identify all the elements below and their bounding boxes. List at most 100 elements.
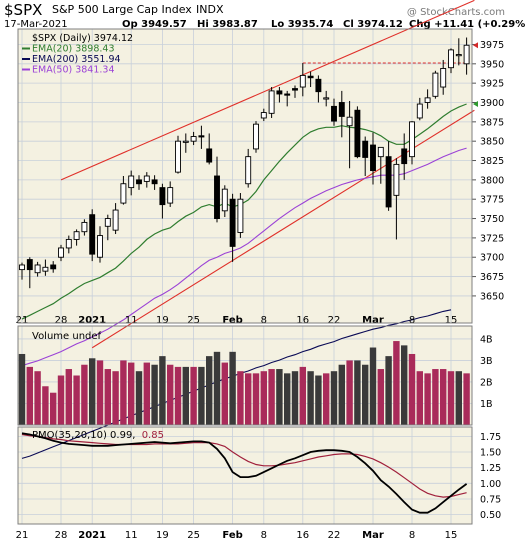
date-tick-label: 15 — [445, 530, 458, 541]
candle-up — [143, 175, 150, 182]
pmo-label-main: PMO(35,20,10) 0.99, — [32, 430, 136, 441]
high-price: Hi 3983.87 — [197, 19, 258, 30]
volume-bar — [18, 353, 26, 425]
date-tick-label: Feb — [222, 530, 242, 541]
volume-bar — [307, 371, 314, 425]
index-name: S&P 500 Large Cap Index — [52, 3, 192, 16]
candle-up — [299, 74, 306, 88]
quote-date: 17-Mar-2021 — [4, 19, 68, 30]
volume-bar — [299, 366, 306, 425]
volume-bar — [50, 392, 57, 425]
volume-bar — [440, 369, 447, 425]
panel-frame — [17, 426, 473, 525]
candle-down — [315, 78, 322, 93]
axes: 3650 3675 3700 3725 3750 3775 3800 3825 3850 3875… — [16, 40, 505, 541]
pmo-line — [21, 432, 468, 514]
panel-frame — [17, 28, 473, 324]
volume-bar — [416, 371, 423, 425]
candle-up — [393, 163, 400, 196]
symbol: $SPX — [4, 1, 42, 19]
candle-down — [26, 259, 33, 271]
volume-bar — [174, 366, 182, 425]
candle-up — [409, 121, 415, 158]
price-tick-label: 3725 — [480, 233, 504, 244]
volume-bar — [151, 364, 158, 425]
volume-bar — [143, 362, 150, 425]
volume-bar — [65, 369, 72, 425]
price-tick-label: 3675 — [480, 272, 504, 283]
date-tick-label: 22 — [328, 315, 341, 326]
ema20-marker-icon — [473, 101, 478, 108]
volume-bar — [42, 386, 49, 425]
pmo-signal-line — [21, 433, 467, 498]
candle-down — [206, 148, 213, 163]
volume-bar — [330, 371, 338, 425]
legend-entry: EMA(200) 3551.94 — [32, 54, 121, 65]
date-tick-label: Feb — [222, 315, 242, 326]
price-tick-label: 3950 — [480, 59, 504, 70]
volume-tick-label: 4B — [480, 334, 493, 345]
candle-down — [338, 102, 345, 117]
volume-tick-label: 1B — [480, 399, 493, 410]
volume-bar — [112, 371, 119, 425]
volume-bar — [96, 360, 104, 425]
volume-bar — [260, 371, 267, 425]
date-tick-label: 2021 — [78, 530, 106, 541]
volume-bar — [369, 347, 377, 425]
open-price: Op 3949.57 — [122, 19, 187, 30]
volume-bar — [284, 373, 291, 425]
pmo-label-signal: 0.85 — [142, 430, 164, 441]
ema50-line — [21, 147, 467, 367]
candle-down — [159, 187, 166, 206]
candle-up — [268, 90, 275, 114]
date-tick-label: 8 — [409, 530, 415, 541]
volume-bar — [424, 373, 431, 425]
date-tick-label: 8 — [409, 315, 415, 326]
candle-up — [237, 198, 244, 233]
volume-bar — [245, 373, 252, 425]
date-tick-label: 19 — [156, 315, 169, 326]
candle-up — [65, 238, 72, 249]
pmo-tick-label: 1.25 — [480, 463, 501, 474]
volume-bar — [206, 356, 213, 425]
candle-up — [58, 247, 64, 258]
upper-channel-line — [60, 0, 475, 181]
price-tick-label: 3700 — [480, 253, 504, 264]
volume-tick-label: 3B — [480, 356, 493, 367]
date-tick-label: 15 — [445, 315, 458, 326]
volume-bar — [229, 351, 236, 425]
date-tick-label: 16 — [296, 530, 309, 541]
date-tick-label: 8 — [261, 530, 267, 541]
candle-down — [198, 135, 205, 138]
candle-up — [190, 136, 197, 142]
pmo-tick-label: 1.50 — [480, 448, 501, 459]
candle-up — [463, 44, 470, 65]
candle-up — [245, 156, 252, 185]
candle-down — [284, 93, 291, 96]
volume-bar — [408, 353, 416, 425]
watermark: @ StockCharts.com — [407, 7, 505, 18]
candle-down — [50, 264, 57, 270]
volume-bar — [198, 366, 205, 425]
volume-bar — [338, 364, 345, 425]
date-tick-label: 16 — [296, 315, 309, 326]
volume-bar — [89, 358, 96, 425]
date-tick-label: 11 — [125, 315, 138, 326]
candle-down — [292, 88, 298, 91]
volume-bar — [252, 373, 260, 425]
candle-up — [260, 112, 267, 119]
volume-bar — [354, 360, 361, 425]
candle-up — [34, 264, 41, 274]
candle-up — [167, 187, 174, 204]
date-tick-label: Mar — [362, 530, 384, 541]
candle-up — [432, 72, 439, 97]
date-tick-label: 22 — [328, 530, 341, 541]
volume-plot — [18, 341, 470, 425]
volume-bar — [385, 356, 392, 425]
candle-up — [97, 235, 103, 258]
candle-up — [120, 183, 127, 204]
volume-bar — [135, 371, 143, 425]
candle-down — [385, 156, 392, 208]
low-price: Lo 3935.74 — [271, 19, 333, 30]
candle-up — [104, 218, 111, 227]
